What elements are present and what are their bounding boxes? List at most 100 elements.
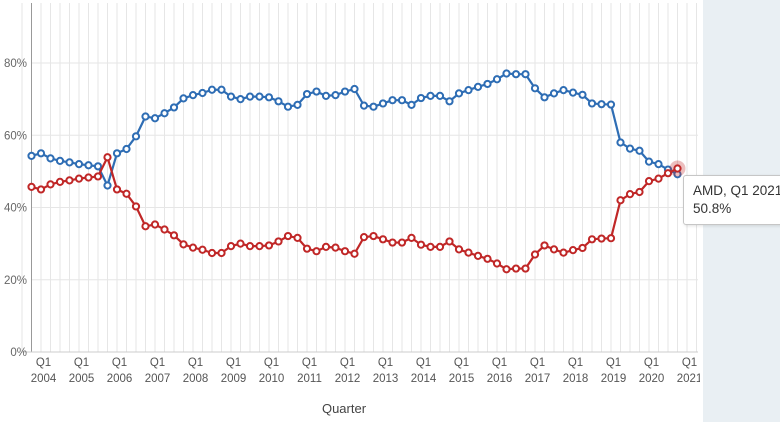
data-point-marker-blue[interactable]: [65, 158, 74, 167]
data-point-marker-amd[interactable]: [663, 169, 673, 178]
data-point-marker-amd[interactable]: [226, 242, 236, 251]
data-point-marker-blue[interactable]: [511, 70, 521, 79]
data-point-marker-amd[interactable]: [141, 222, 150, 231]
data-point-marker-blue[interactable]: [207, 85, 217, 94]
data-point-marker-blue[interactable]: [578, 90, 587, 99]
data-point-marker-amd[interactable]: [150, 220, 160, 229]
data-point-marker-amd[interactable]: [388, 238, 397, 247]
data-point-marker-blue[interactable]: [388, 96, 397, 105]
data-point-marker-blue[interactable]: [169, 103, 179, 112]
data-point-marker-amd[interactable]: [169, 231, 179, 240]
data-point-marker-amd[interactable]: [492, 259, 502, 268]
data-point-marker-blue[interactable]: [103, 181, 112, 190]
data-point-marker-blue[interactable]: [112, 149, 122, 158]
data-point-marker-amd[interactable]: [236, 239, 245, 248]
data-point-marker-blue[interactable]: [36, 149, 46, 158]
data-point-marker-blue[interactable]: [473, 82, 483, 91]
data-point-marker-amd[interactable]: [302, 244, 312, 253]
data-point-marker-amd[interactable]: [407, 233, 416, 242]
data-point-marker-amd[interactable]: [283, 231, 293, 241]
data-point-marker-amd[interactable]: [36, 185, 46, 194]
data-point-marker-blue[interactable]: [549, 89, 559, 98]
data-point-marker-amd[interactable]: [27, 182, 36, 192]
data-point-marker-amd[interactable]: [312, 247, 321, 256]
data-point-marker-blue[interactable]: [521, 70, 530, 79]
data-point-marker-amd[interactable]: [122, 189, 131, 198]
data-point-marker-blue[interactable]: [454, 89, 464, 98]
data-point-marker-amd[interactable]: [416, 240, 426, 249]
data-point-marker-blue[interactable]: [27, 151, 36, 160]
data-point-marker-amd[interactable]: [274, 237, 283, 246]
data-point-marker-blue[interactable]: [426, 91, 435, 100]
data-point-marker-blue[interactable]: [435, 91, 445, 100]
data-point-marker-blue[interactable]: [293, 100, 302, 110]
data-point-marker-amd[interactable]: [435, 242, 445, 251]
data-point-marker-amd[interactable]: [587, 235, 597, 244]
data-point-marker-blue[interactable]: [245, 92, 255, 101]
data-point-marker-amd[interactable]: [568, 246, 578, 255]
data-point-marker-blue[interactable]: [188, 91, 198, 100]
data-point-marker-blue[interactable]: [93, 162, 103, 171]
data-point-marker-blue[interactable]: [502, 69, 511, 78]
data-point-marker-blue[interactable]: [74, 160, 84, 169]
data-point-marker-amd[interactable]: [55, 177, 65, 186]
data-point-marker-blue[interactable]: [236, 95, 245, 104]
data-point-marker-amd[interactable]: [160, 225, 169, 234]
data-point-marker-blue[interactable]: [587, 99, 597, 108]
data-point-marker-blue[interactable]: [46, 154, 55, 163]
data-point-marker-amd[interactable]: [321, 242, 331, 251]
data-point-marker-amd[interactable]: [654, 174, 663, 183]
data-point-marker-blue[interactable]: [416, 93, 426, 103]
data-point-marker-amd[interactable]: [549, 245, 559, 254]
data-point-marker-amd[interactable]: [179, 240, 188, 249]
data-point-marker-blue[interactable]: [131, 132, 141, 141]
data-point-marker-blue[interactable]: [274, 97, 283, 106]
data-point-marker-blue[interactable]: [378, 99, 388, 108]
data-point-marker-blue[interactable]: [359, 101, 369, 110]
data-point-marker-amd[interactable]: [559, 248, 568, 257]
data-point-marker-amd[interactable]: [46, 180, 55, 189]
data-point-marker-amd[interactable]: [293, 233, 302, 242]
data-point-marker-blue[interactable]: [312, 87, 321, 96]
data-point-marker-blue[interactable]: [122, 144, 131, 154]
data-point-marker-amd[interactable]: [597, 234, 606, 243]
data-point-marker-blue[interactable]: [492, 75, 502, 84]
data-point-marker-blue[interactable]: [625, 144, 635, 153]
data-point-marker-amd[interactable]: [84, 173, 93, 182]
data-point-marker-blue[interactable]: [226, 92, 236, 101]
data-point-marker-blue[interactable]: [445, 97, 454, 106]
data-point-marker-amd[interactable]: [426, 242, 435, 251]
data-point-marker-amd[interactable]: [521, 264, 530, 273]
data-point-marker-amd[interactable]: [245, 242, 255, 251]
data-point-marker-amd[interactable]: [65, 176, 74, 185]
data-point-marker-blue[interactable]: [540, 93, 549, 102]
data-point-marker-amd[interactable]: [483, 254, 492, 263]
data-point-marker-amd[interactable]: [473, 251, 483, 261]
data-point-marker-amd[interactable]: [530, 250, 540, 259]
data-point-marker-amd[interactable]: [359, 233, 369, 242]
data-point-marker-blue[interactable]: [568, 88, 578, 97]
data-point-marker-blue[interactable]: [150, 114, 160, 123]
data-point-marker-blue[interactable]: [264, 93, 274, 102]
data-point-marker-amd[interactable]: [103, 153, 112, 162]
data-point-marker-blue[interactable]: [635, 146, 644, 155]
data-point-marker-blue[interactable]: [407, 100, 416, 110]
data-point-marker-amd[interactable]: [511, 264, 521, 273]
data-point-marker-amd[interactable]: [331, 243, 340, 252]
data-point-marker-amd[interactable]: [93, 172, 103, 181]
data-point-marker-blue[interactable]: [644, 157, 654, 166]
data-point-marker-amd[interactable]: [673, 164, 682, 173]
data-point-marker-amd[interactable]: [112, 185, 122, 194]
data-point-marker-amd[interactable]: [606, 234, 616, 243]
data-point-marker-blue[interactable]: [350, 84, 359, 94]
data-point-marker-amd[interactable]: [540, 241, 549, 250]
data-point-marker-blue[interactable]: [55, 156, 65, 165]
data-point-marker-amd[interactable]: [635, 187, 644, 197]
data-point-marker-blue[interactable]: [160, 109, 169, 118]
data-point-marker-amd[interactable]: [578, 243, 587, 253]
data-point-marker-amd[interactable]: [350, 249, 359, 258]
data-point-marker-amd[interactable]: [454, 245, 464, 254]
data-point-marker-blue[interactable]: [483, 79, 492, 89]
data-point-marker-amd[interactable]: [217, 248, 226, 258]
data-point-marker-amd[interactable]: [369, 231, 378, 241]
